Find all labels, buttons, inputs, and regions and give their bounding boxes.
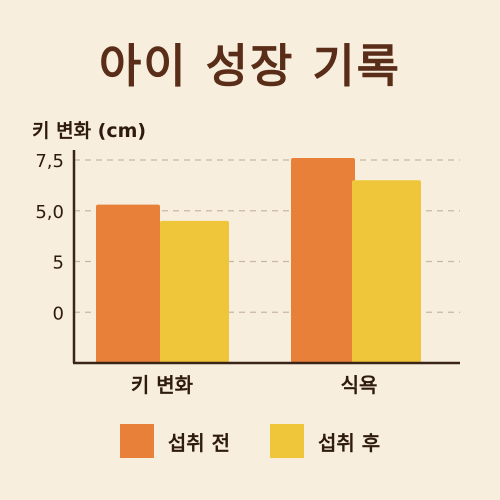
x-tick-label: 키 변화 — [131, 373, 194, 397]
y-tick-label: 5 — [53, 253, 64, 274]
legend-swatch-after — [270, 424, 304, 458]
x-tick-label: 식욕 — [341, 373, 378, 397]
chart-title: 아이 성장 기록 — [99, 39, 401, 93]
legend-item-after: 섭취 후 — [270, 424, 380, 458]
legend-item-before: 섭취 전 — [119, 424, 230, 458]
bar-after-0 — [160, 220, 229, 363]
y-tick-label: 0 — [53, 303, 64, 324]
legend-label-before: 섭취 전 — [167, 430, 230, 455]
legend: 섭취 전 섭취 후 — [0, 424, 500, 458]
bar-after-1 — [352, 180, 421, 363]
bar-before-1 — [291, 157, 355, 363]
y-tick-label: 5,0 — [35, 202, 64, 223]
bar-before-0 — [96, 204, 160, 363]
legend-swatch-before — [119, 424, 154, 458]
y-tick-label: 7,5 — [35, 151, 64, 172]
y-axis-label: 키 변화 (cm) — [32, 120, 147, 142]
legend-label-after: 섭취 후 — [318, 430, 381, 455]
